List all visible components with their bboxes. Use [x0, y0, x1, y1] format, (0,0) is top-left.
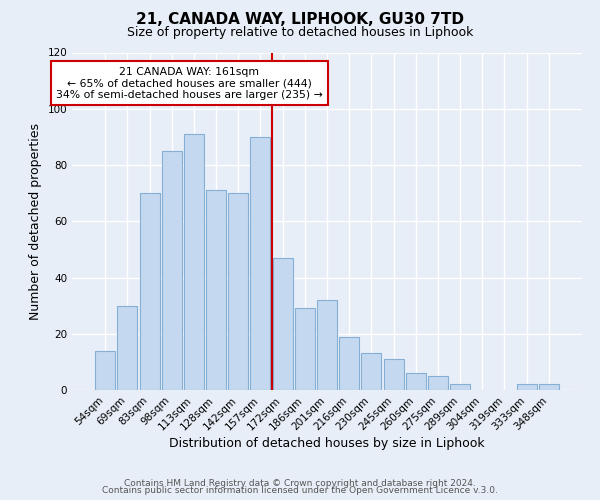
Bar — [118, 306, 137, 390]
Bar — [317, 300, 337, 390]
Bar — [406, 373, 426, 390]
Bar — [250, 137, 271, 390]
Bar — [450, 384, 470, 390]
Bar — [383, 359, 404, 390]
Bar — [428, 376, 448, 390]
Text: Contains HM Land Registry data © Crown copyright and database right 2024.: Contains HM Land Registry data © Crown c… — [124, 478, 476, 488]
Bar — [95, 350, 115, 390]
Bar — [295, 308, 315, 390]
Text: Size of property relative to detached houses in Liphook: Size of property relative to detached ho… — [127, 26, 473, 39]
Bar — [184, 134, 204, 390]
Bar — [272, 258, 293, 390]
Bar — [517, 384, 536, 390]
X-axis label: Distribution of detached houses by size in Liphook: Distribution of detached houses by size … — [169, 438, 485, 450]
Bar — [140, 193, 160, 390]
Text: Contains public sector information licensed under the Open Government Licence v.: Contains public sector information licen… — [102, 486, 498, 495]
Bar — [339, 336, 359, 390]
Text: 21, CANADA WAY, LIPHOOK, GU30 7TD: 21, CANADA WAY, LIPHOOK, GU30 7TD — [136, 12, 464, 28]
Bar — [228, 193, 248, 390]
Y-axis label: Number of detached properties: Number of detached properties — [29, 122, 42, 320]
Bar — [361, 354, 382, 390]
Bar — [206, 190, 226, 390]
Text: 21 CANADA WAY: 161sqm
← 65% of detached houses are smaller (444)
34% of semi-det: 21 CANADA WAY: 161sqm ← 65% of detached … — [56, 66, 323, 100]
Bar — [162, 151, 182, 390]
Bar — [539, 384, 559, 390]
